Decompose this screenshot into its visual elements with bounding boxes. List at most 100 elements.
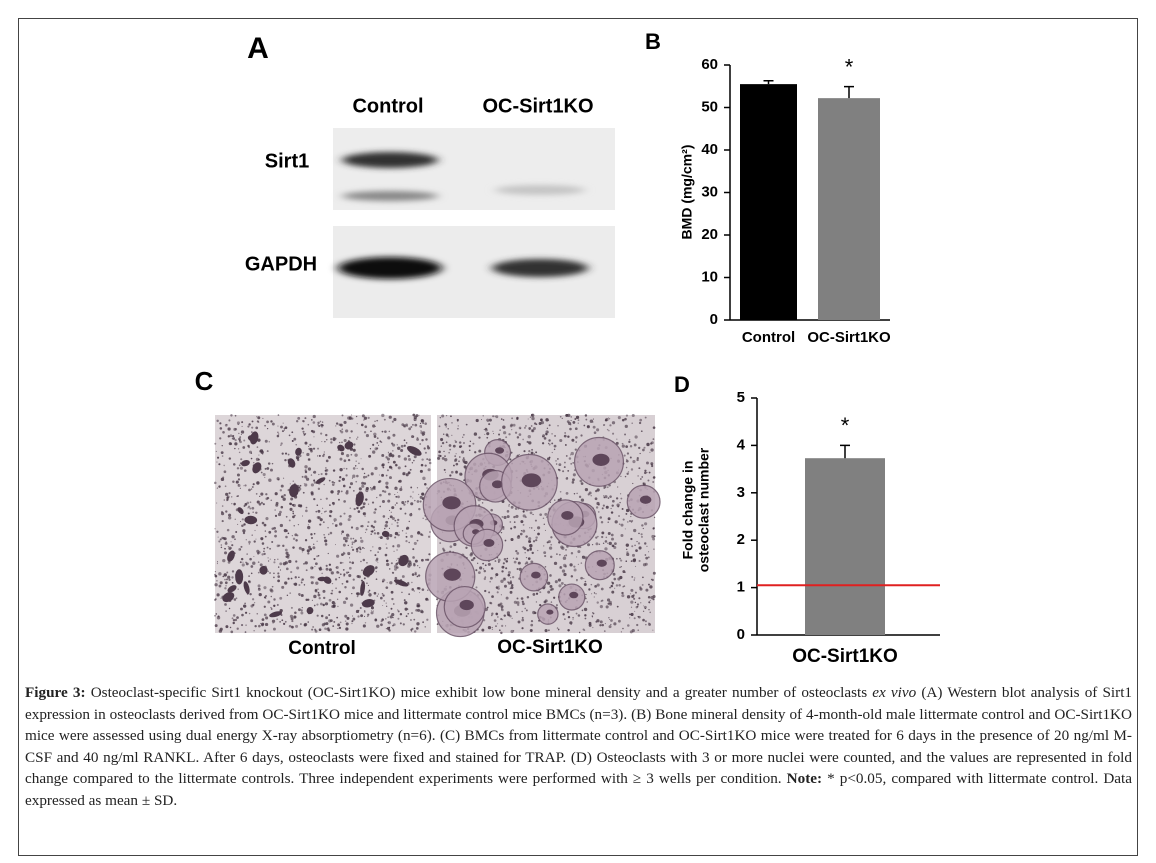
speck (411, 462, 414, 464)
speck (292, 510, 294, 513)
speck (348, 573, 352, 578)
speck (517, 561, 521, 565)
speck (356, 506, 359, 510)
speck (633, 443, 637, 447)
osteoclast (222, 592, 235, 603)
speck (277, 414, 280, 416)
osteoclast (323, 576, 332, 584)
speck (643, 605, 647, 609)
column-label: OC-Sirt1KO (482, 95, 593, 117)
speck (338, 590, 342, 594)
speck (407, 581, 410, 585)
speck (324, 539, 328, 543)
speck (399, 612, 403, 616)
speck (575, 612, 578, 615)
speck (338, 423, 341, 426)
speck (308, 445, 310, 447)
speck (490, 567, 494, 570)
speck (455, 470, 458, 473)
speck (241, 524, 244, 527)
osteoclast (243, 581, 250, 595)
speck (583, 607, 588, 612)
speck (647, 479, 650, 482)
speck (301, 548, 305, 552)
speck (222, 537, 226, 540)
speck (636, 458, 639, 462)
speck (524, 516, 527, 519)
speck (300, 611, 304, 615)
speck (509, 424, 513, 428)
speck (314, 562, 318, 566)
speck (527, 418, 529, 420)
speck (372, 610, 374, 612)
speck (535, 592, 539, 595)
speck (454, 440, 458, 444)
speck (319, 420, 322, 423)
speck (389, 452, 392, 455)
nucleus (521, 473, 542, 488)
speck (339, 467, 343, 472)
speck (490, 614, 493, 617)
speck (406, 425, 409, 427)
speck (438, 450, 441, 454)
speck (356, 474, 359, 478)
speck (535, 423, 538, 426)
speck (340, 452, 344, 456)
speck (351, 541, 354, 544)
speck (343, 573, 346, 576)
speck (248, 423, 251, 426)
speck (384, 430, 387, 433)
speck (273, 627, 276, 631)
speck (343, 512, 346, 515)
speck (274, 509, 276, 511)
speck (220, 546, 223, 549)
speck (599, 516, 602, 519)
speck (227, 435, 230, 438)
speck (438, 425, 441, 428)
speck (342, 543, 346, 547)
speck (554, 499, 556, 501)
speck (507, 570, 511, 575)
speck (301, 427, 304, 430)
speck (294, 514, 296, 517)
speck (358, 462, 360, 465)
speck (308, 447, 311, 451)
speck (257, 421, 260, 423)
speck (235, 480, 239, 484)
speck (216, 487, 219, 489)
speck (361, 546, 364, 549)
y-tick-label: 5 (737, 389, 745, 406)
speck (580, 576, 583, 580)
speck (452, 444, 456, 448)
speck (514, 431, 518, 434)
speck (648, 601, 651, 604)
speck (591, 544, 594, 546)
speck (340, 490, 343, 493)
speck (631, 629, 635, 633)
speck (337, 627, 339, 630)
speck (241, 613, 244, 617)
speck (325, 564, 328, 567)
speck (648, 471, 651, 474)
osteoclast (244, 515, 258, 525)
speck (284, 548, 288, 552)
osteoclast (337, 444, 345, 452)
speck (629, 593, 631, 595)
speck (361, 467, 364, 471)
speck (615, 584, 619, 587)
speck (596, 583, 600, 587)
speck (277, 572, 280, 575)
speck (343, 420, 347, 425)
speck (347, 544, 349, 547)
speck (378, 474, 380, 476)
speck (392, 460, 396, 464)
speck (626, 458, 628, 461)
speck (288, 519, 291, 522)
speck (304, 483, 308, 487)
speck (561, 569, 566, 573)
speck (362, 624, 366, 628)
speck (626, 548, 628, 551)
speck (462, 433, 465, 436)
speck (279, 596, 283, 600)
speck (521, 602, 525, 606)
